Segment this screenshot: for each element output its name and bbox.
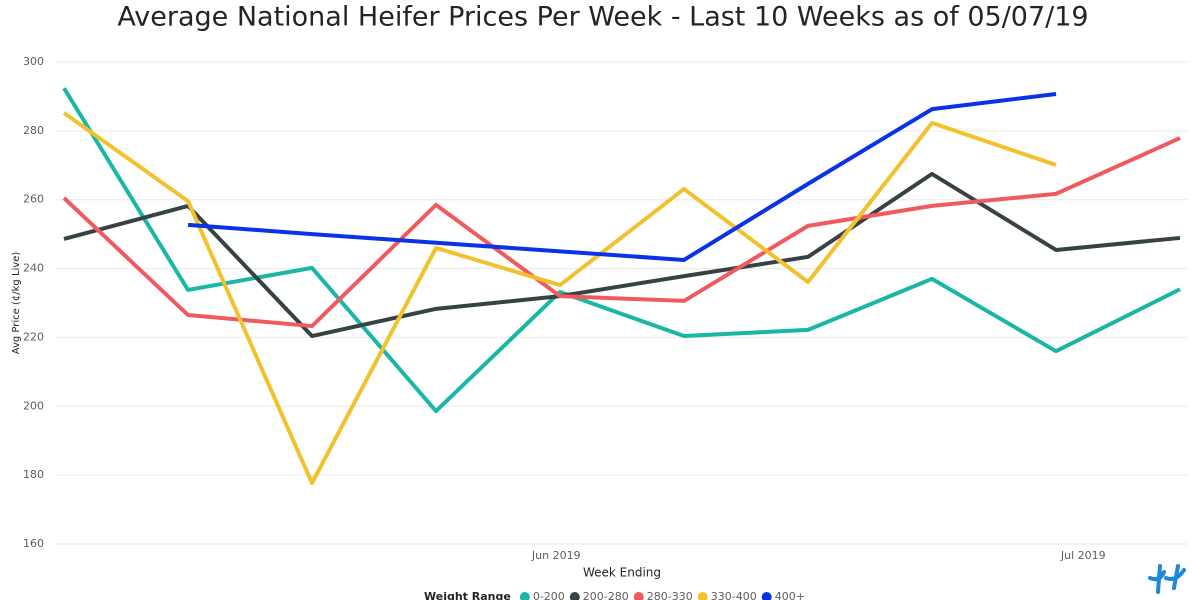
x-tick-label: Jun 2019: [531, 549, 581, 562]
y-tick-label: 280: [23, 124, 44, 137]
y-axis-label: Avg Price (¢/kg Live): [11, 252, 22, 355]
legend-label: 330-400: [711, 590, 757, 600]
y-tick-label: 200: [23, 399, 44, 412]
y-tick-label: 220: [23, 330, 44, 343]
series-line: [187, 92, 1057, 262]
y-tick-label: 300: [23, 55, 44, 68]
legend-label: 200-280: [583, 590, 629, 600]
chart-title: Average National Heifer Prices Per Week …: [117, 2, 1088, 33]
legend-marker: [569, 592, 580, 600]
legend-marker: [697, 592, 708, 600]
y-tick-label: 180: [23, 468, 44, 481]
series-line: [63, 171, 1181, 339]
legend-title: Weight Range: [424, 590, 511, 600]
legend-label: 0-200: [533, 590, 565, 600]
logo: [1148, 564, 1186, 594]
y-tick-label: 260: [23, 193, 44, 206]
legend-label: 400+: [775, 590, 805, 600]
series-line: [62, 136, 1181, 329]
legend-marker: [519, 592, 530, 600]
x-axis-label: Week Ending: [583, 566, 661, 580]
legend-marker: [633, 592, 644, 600]
y-tick-label: 240: [23, 262, 44, 275]
y-tick-label: 160: [23, 537, 44, 550]
legend-label: 280-330: [647, 590, 693, 600]
series-line: [62, 87, 1181, 414]
x-tick-label: Jul 2019: [1060, 549, 1106, 562]
legend-marker: [761, 592, 772, 600]
series-line: [62, 111, 1057, 486]
